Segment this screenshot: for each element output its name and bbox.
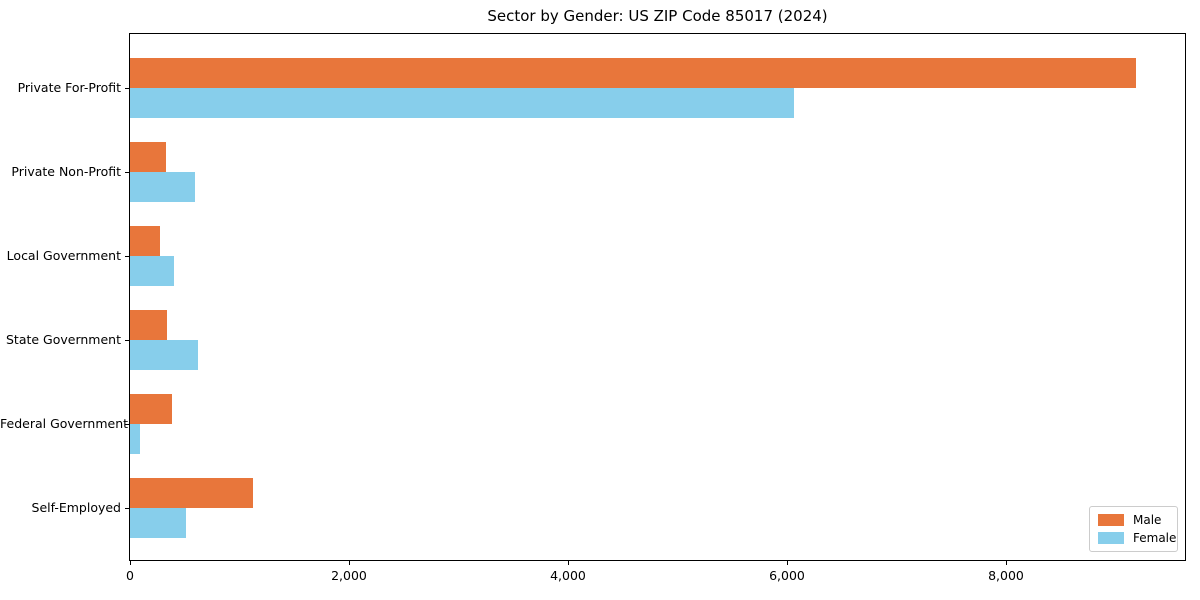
y-label-state-government: State Government — [5, 332, 121, 347]
legend: Male Female — [1089, 506, 1178, 552]
bar-female-state-government — [130, 340, 198, 370]
x-tick-label-2000: 2,000 — [331, 568, 367, 583]
bar-female-local-government — [130, 256, 174, 286]
x-tick-8000 — [1006, 561, 1007, 565]
x-tick-0 — [130, 561, 131, 565]
legend-swatch-female-icon — [1098, 532, 1124, 544]
legend-item-female: Female — [1098, 531, 1176, 545]
y-label-private-non-profit: Private Non-Profit — [11, 164, 121, 179]
bar-male-state-government — [130, 310, 167, 340]
bar-female-federal-government — [130, 424, 140, 454]
y-tick-local-government — [125, 256, 129, 257]
y-tick-private-for-profit — [125, 88, 129, 89]
x-tick-2000 — [349, 561, 350, 565]
legend-swatch-male-icon — [1098, 514, 1124, 526]
bar-female-self-employed — [130, 508, 186, 538]
legend-label-female: Female — [1133, 531, 1177, 545]
bar-female-private-non-profit — [130, 172, 195, 202]
y-label-private-for-profit: Private For-Profit — [17, 80, 121, 95]
legend-label-male: Male — [1133, 513, 1162, 527]
x-tick-4000 — [568, 561, 569, 565]
x-tick-label-0: 0 — [126, 568, 134, 583]
bar-male-local-government — [130, 226, 160, 256]
x-tick-label-4000: 4,000 — [550, 568, 586, 583]
y-tick-private-non-profit — [125, 172, 129, 173]
y-tick-federal-government — [125, 424, 129, 425]
y-tick-self-employed — [125, 508, 129, 509]
x-tick-6000 — [787, 561, 788, 565]
bar-female-private-for-profit — [130, 88, 794, 118]
bar-male-private-for-profit — [130, 58, 1136, 88]
x-tick-label-6000: 6,000 — [769, 568, 805, 583]
y-label-self-employed: Self-Employed — [31, 500, 121, 515]
chart-title: Sector by Gender: US ZIP Code 85017 (202… — [487, 7, 828, 25]
bar-male-federal-government — [130, 394, 172, 424]
y-label-federal-government: Federal Government — [0, 416, 129, 431]
bar-male-self-employed — [130, 478, 253, 508]
legend-item-male: Male — [1098, 513, 1169, 527]
bar-male-private-non-profit — [130, 142, 166, 172]
y-tick-state-government — [125, 340, 129, 341]
y-label-local-government: Local Government — [6, 248, 121, 263]
x-tick-label-8000: 8,000 — [988, 568, 1024, 583]
plot-area — [129, 33, 1186, 561]
